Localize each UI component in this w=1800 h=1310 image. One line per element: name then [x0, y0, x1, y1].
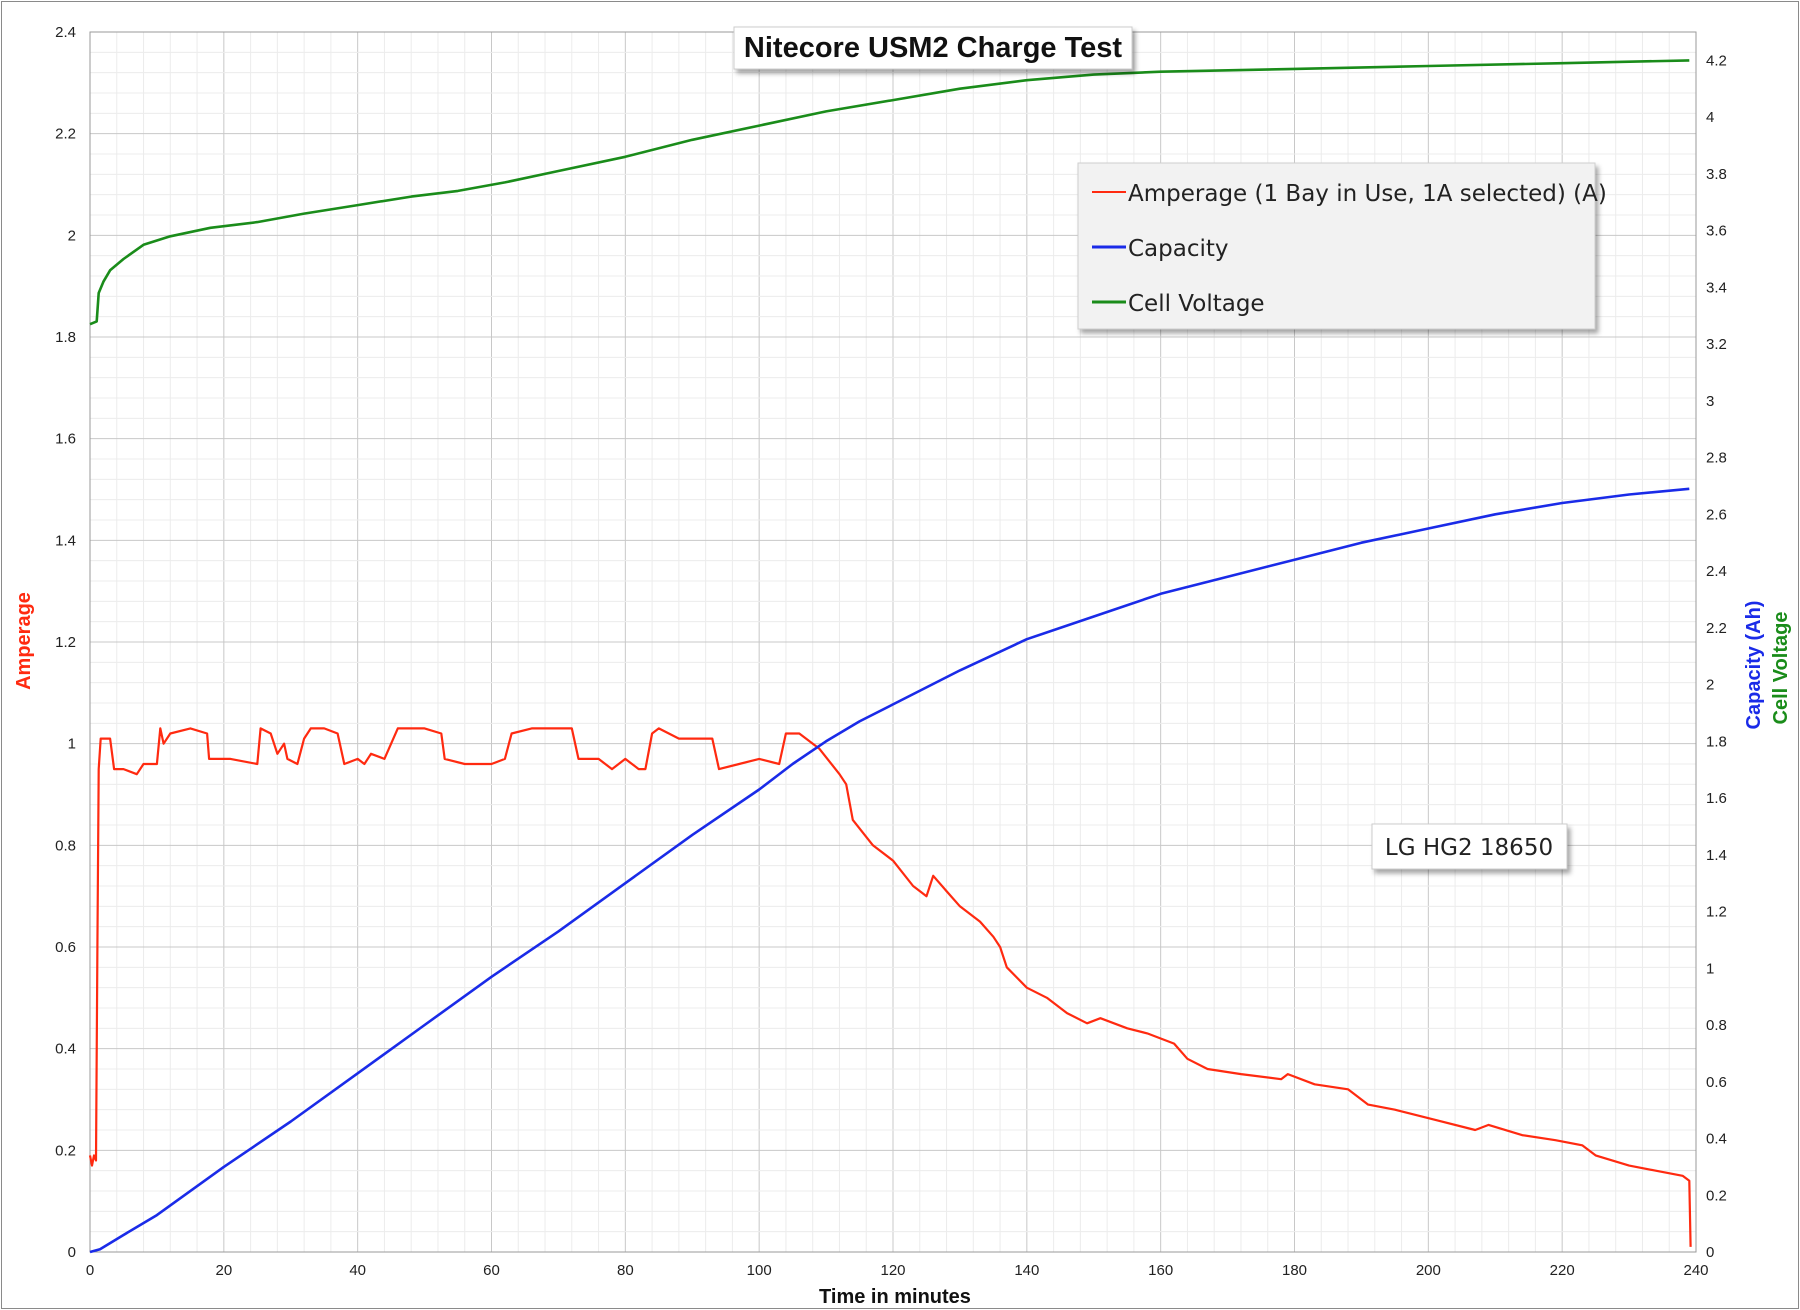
left-tick-label: 1.8	[55, 329, 76, 346]
right-tick-label: 2	[1706, 677, 1714, 694]
left-tick-label: 0.4	[55, 1041, 76, 1058]
right-tick-label: 1.4	[1706, 847, 1727, 864]
annotation-text: LG HG2 18650	[1385, 835, 1553, 861]
series-line-cell-voltage	[89, 59, 1690, 326]
right-axis-ticks: 0 0.2 0.4 0.6 0.8 1 1.2 1.4 1.6 1.8 2 2.2 2.4 2.6 2.8 3…	[1706, 52, 1727, 1261]
left-axis-label: Amperage	[13, 592, 35, 690]
left-tick-label: 0.2	[55, 1142, 76, 1159]
legend-label-amperage: Amperage (1 Bay in Use, 1A selected) (A)	[1128, 181, 1607, 207]
series-line-capacity	[89, 487, 1690, 1254]
left-tick-label: 0	[68, 1244, 76, 1261]
left-tick-label: 1	[68, 736, 76, 753]
left-tick-label: 0.8	[55, 837, 76, 854]
right-tick-label: 2.2	[1706, 620, 1727, 637]
right-tick-label: 1	[1706, 960, 1714, 977]
right-axis-label-cell-voltage: Cell Voltage	[1770, 612, 1792, 725]
right-tick-label: 0	[1706, 1244, 1714, 1261]
annotation-box: LG HG2 18650	[1371, 823, 1568, 870]
x-tick-label: 20	[215, 1262, 232, 1279]
chart-title: Nitecore USM2 Charge Test	[744, 32, 1123, 64]
right-tick-label: 2.8	[1706, 450, 1727, 467]
x-tick-label: 0	[86, 1262, 94, 1279]
series-layer	[88, 59, 1692, 1254]
series-line-amperage	[88, 727, 1692, 1247]
x-axis-label: Time in minutes	[819, 1286, 971, 1308]
right-tick-label: 2.6	[1706, 506, 1727, 523]
right-tick-label: 2.4	[1706, 563, 1727, 580]
legend-label-capacity: Capacity	[1128, 236, 1229, 262]
right-tick-label: 4	[1706, 109, 1714, 126]
x-tick-label: 240	[1683, 1262, 1708, 1279]
right-tick-label: 3.8	[1706, 166, 1727, 183]
left-tick-label: 1.4	[55, 532, 76, 549]
left-tick-label: 2.4	[55, 24, 76, 41]
right-tick-label: 0.6	[1706, 1074, 1727, 1091]
x-tick-label: 140	[1014, 1262, 1039, 1279]
left-tick-label: 2.2	[55, 126, 76, 143]
right-axis-label-capacity: Capacity (Ah)	[1743, 601, 1765, 730]
left-tick-label: 2	[68, 227, 76, 244]
right-tick-label: 0.8	[1706, 1017, 1727, 1034]
x-tick-label: 120	[880, 1262, 905, 1279]
x-axis-ticks: 0 20 40 60 80 100 120 140 160 180 200 220 240	[86, 1262, 1709, 1279]
right-tick-label: 4.2	[1706, 52, 1727, 69]
x-tick-label: 100	[747, 1262, 772, 1279]
left-tick-label: 1.2	[55, 634, 76, 651]
legend-label-cell-voltage: Cell Voltage	[1128, 291, 1265, 317]
legend: Amperage (1 Bay in Use, 1A selected) (A)…	[1077, 162, 1607, 330]
x-tick-label: 40	[349, 1262, 366, 1279]
x-tick-label: 160	[1148, 1262, 1173, 1279]
x-tick-label: 220	[1550, 1262, 1575, 1279]
left-tick-label: 1.6	[55, 431, 76, 448]
x-tick-label: 80	[617, 1262, 634, 1279]
right-tick-label: 3.2	[1706, 336, 1727, 353]
right-tick-label: 1.2	[1706, 904, 1727, 921]
right-tick-label: 0.4	[1706, 1131, 1727, 1148]
right-tick-label: 0.2	[1706, 1187, 1727, 1204]
right-tick-label: 1.8	[1706, 733, 1727, 750]
right-tick-label: 1.6	[1706, 790, 1727, 807]
right-tick-label: 3	[1706, 393, 1714, 410]
chart-title-box: Nitecore USM2 Charge Test	[733, 26, 1133, 70]
x-tick-label: 180	[1282, 1262, 1307, 1279]
left-tick-label: 0.6	[55, 939, 76, 956]
right-tick-label: 3.4	[1706, 279, 1727, 296]
x-tick-label: 60	[483, 1262, 500, 1279]
x-tick-label: 200	[1416, 1262, 1441, 1279]
left-axis-ticks: 0 0.2 0.4 0.6 0.8 1 1.2 1.4 1.6 1.8 2 2.2 2.4	[55, 24, 76, 1261]
right-tick-label: 3.6	[1706, 223, 1727, 240]
